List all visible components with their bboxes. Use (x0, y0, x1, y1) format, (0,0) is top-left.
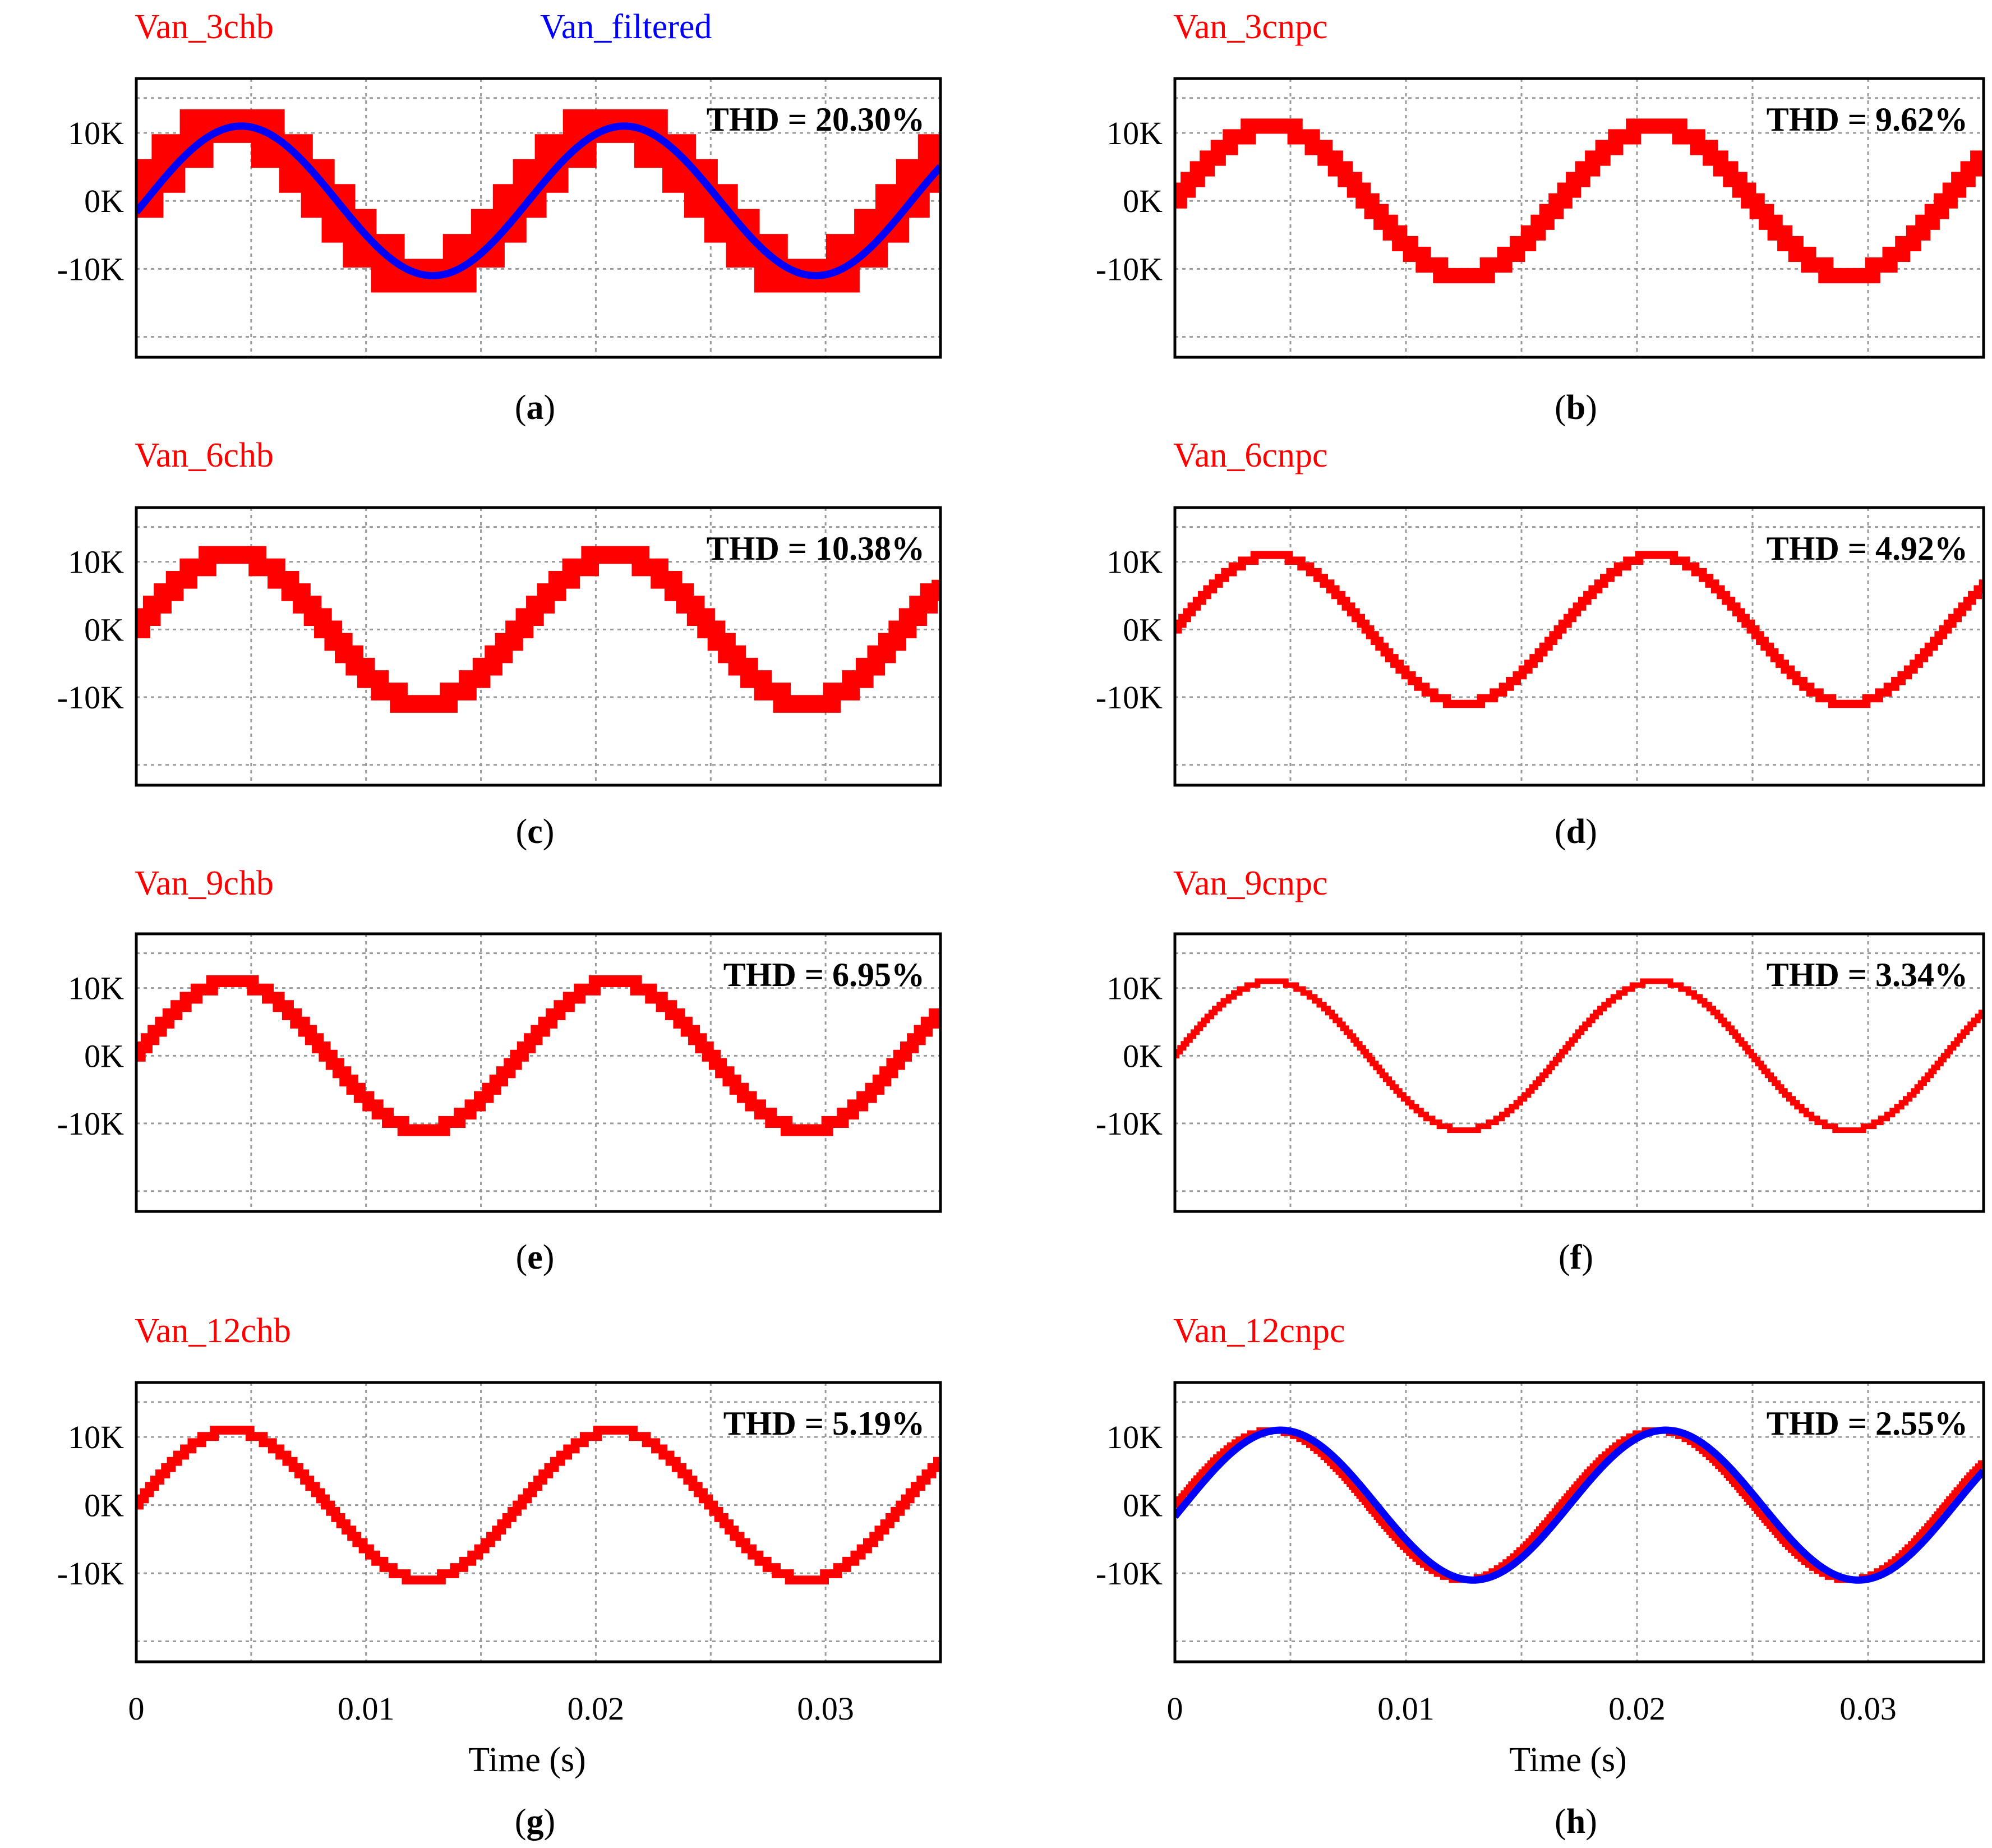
thd-annotation: THD = 9.62% (1767, 101, 1968, 138)
xtick-label: 0.03 (1839, 1690, 1897, 1727)
xtick-label: 0.02 (1608, 1690, 1666, 1727)
ytick-label: 0K (1123, 1038, 1163, 1074)
series-Van_filtered (136, 122, 940, 279)
xtick-label: 0 (128, 1690, 145, 1727)
ytick-label: -10K (57, 1555, 124, 1592)
ytick-label: 10K (68, 1419, 124, 1455)
ytick-label: 0K (1123, 183, 1163, 219)
ytick-label: 0K (84, 1038, 124, 1074)
plot-frame-c (135, 506, 942, 787)
panel-b: 10K 0K -10K THD = 9.62% Van_3cnpc (b) (1096, 8, 1985, 427)
series-Van_6cnpc (1175, 551, 1984, 708)
grid-d (1175, 508, 1984, 785)
series-Van_6chb (136, 546, 940, 713)
ytick-label: -10K (57, 251, 124, 287)
ytick-label: 10K (1106, 544, 1163, 580)
ytick-label: 0K (84, 611, 124, 648)
plot-frame-f (1173, 932, 1985, 1213)
plot-frame-b (1173, 77, 1985, 359)
plot-frame-h (1173, 1381, 1985, 1663)
grid-f (1175, 934, 1984, 1211)
x-axis-label: Time (s) (468, 1741, 586, 1779)
legend-entry: Van_filtered (540, 8, 712, 46)
thd-annotation: THD = 3.34% (1767, 956, 1968, 993)
xtick-label: 0.01 (1377, 1690, 1435, 1727)
grid-h (1175, 1382, 1984, 1662)
xtick-label: 0 (1167, 1690, 1183, 1727)
panel-a: 10K 0K -10K THD = 20.30% Van_3chb Van_filtere… (57, 8, 942, 427)
thd-annotation: THD = 6.95% (723, 956, 925, 993)
legend-entry: Van_9chb (135, 864, 274, 902)
ytick-label: -10K (57, 679, 124, 716)
thd-annotation: THD = 4.92% (1767, 530, 1968, 567)
thd-annotation: THD = 20.30% (707, 101, 925, 138)
ytick-label: 10K (68, 544, 124, 580)
ytick-label: 10K (1106, 970, 1163, 1007)
ytick-label: 0K (1123, 611, 1163, 648)
ytick-label: -10K (1096, 1555, 1163, 1592)
ytick-label: -10K (57, 1105, 124, 1142)
series-Van_12chb (136, 1426, 940, 1585)
legend-entry: Van_3cnpc (1173, 8, 1327, 46)
xtick-label: 0.03 (797, 1690, 854, 1727)
panel-h: 10K 0K -10K 0 0.01 0.02 0.03 Time (s) THD = 2.55… (1096, 1312, 1985, 1841)
panel-caption: (h) (1555, 1803, 1597, 1841)
series-Van_12cnpc_filtered (1175, 1426, 1984, 1584)
plot-frame-a (135, 77, 942, 359)
panel-caption: (f) (1558, 1238, 1593, 1276)
panel-f: 10K 0K -10K THD = 3.34% Van_9cnpc (f) (1096, 864, 1985, 1276)
plot-frame-g (135, 1381, 942, 1663)
ytick-label: 10K (68, 970, 124, 1007)
grid-c (136, 508, 940, 785)
legend-entry: Van_6chb (135, 436, 274, 474)
xtick-label: 0.01 (338, 1690, 395, 1727)
panel-caption: (a) (515, 389, 555, 427)
legend-entry: Van_12chb (135, 1312, 291, 1350)
thd-annotation: THD = 2.55% (1767, 1405, 1968, 1442)
series-Van_9chb (136, 975, 940, 1136)
xtick-label: 0.02 (568, 1690, 625, 1727)
ytick-label: 10K (1106, 1419, 1163, 1455)
series-Van_3chb (136, 109, 940, 293)
legend-entry: Van_9cnpc (1173, 864, 1327, 902)
ytick-label: 0K (1123, 1487, 1163, 1524)
thd-annotation: THD = 5.19% (723, 1405, 925, 1442)
panel-c: 10K 0K -10K THD = 10.38% Van_6chb (c) (57, 436, 942, 851)
panel-caption: (g) (515, 1803, 555, 1841)
panel-caption: (b) (1555, 389, 1597, 427)
ytick-label: 10K (1106, 115, 1163, 151)
ytick-label: -10K (1096, 679, 1163, 716)
ytick-label: -10K (1096, 1105, 1163, 1142)
ytick-label: 0K (84, 183, 124, 219)
ytick-label: 10K (68, 115, 124, 151)
legend-entry: Van_6cnpc (1173, 436, 1327, 474)
thd-annotation: THD = 10.38% (707, 530, 925, 567)
ytick-label: -10K (1096, 251, 1163, 287)
panel-caption: (c) (516, 813, 555, 851)
panel-d: 10K 0K -10K THD = 4.92% Van_6cnpc (d) (1096, 436, 1985, 851)
plot-frame-d (1173, 506, 1985, 787)
ytick-label: 0K (84, 1487, 124, 1524)
plot-frame-e (135, 932, 942, 1213)
panel-caption: (d) (1555, 813, 1597, 851)
panel-g: 10K 0K -10K 0 0.01 0.02 0.03 Time (s) THD = 5.19… (57, 1312, 942, 1841)
panel-e: 10K 0K -10K THD = 6.95% Van_9chb (e) (57, 864, 942, 1276)
series-Van_3cnpc (1175, 118, 1984, 284)
x-axis-label: Time (s) (1509, 1741, 1627, 1779)
legend-entry: Van_12cnpc (1173, 1312, 1345, 1350)
legend-entry: Van_3chb (135, 8, 274, 46)
series-Van_9cnpc (1175, 978, 1984, 1133)
panel-caption: (e) (516, 1238, 555, 1276)
